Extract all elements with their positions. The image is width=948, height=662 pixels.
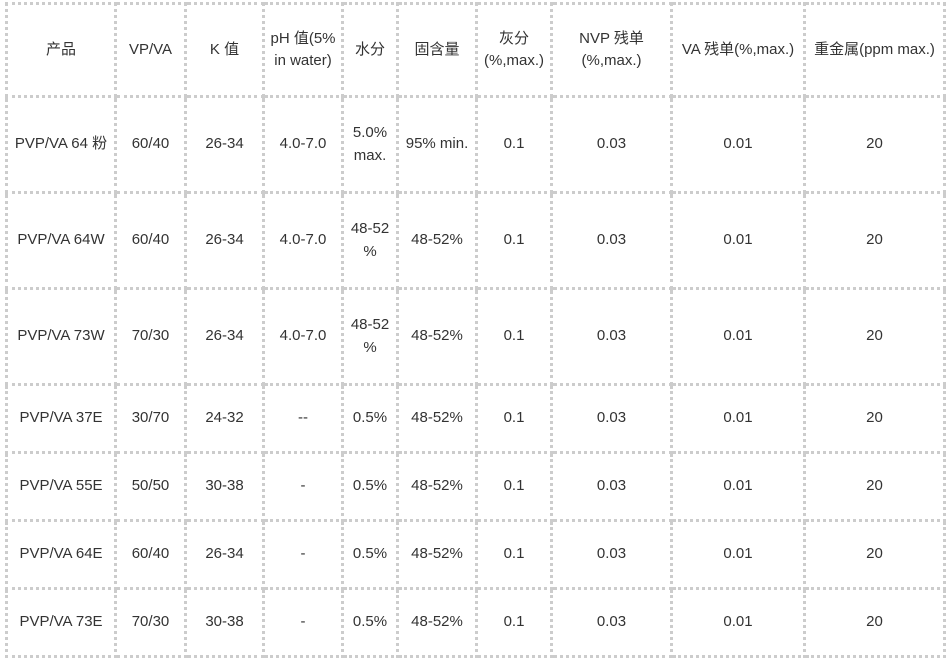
cell-ph: -- [262,383,344,454]
cell-ash: 0.1 [475,287,553,386]
cell-product: PVP/VA 73E [5,587,117,658]
cell-va-residual: 0.01 [670,383,806,454]
table-row: PVP/VA 37E 30/70 24-32 -- 0.5% 48-52% 0.1 0.03 0… [5,383,946,454]
table-row: PVP/VA 73W 70/30 26-34 4.0-7.0 48-52 % 48-52%… [5,287,946,386]
cell-solids: 48-52% [396,587,478,658]
cell-heavy-metals: 20 [803,95,946,194]
cell-moisture: 0.5% [341,451,399,522]
column-header-ph: pH 值(5% in water) [262,2,344,98]
cell-moisture: 48-52 % [341,191,399,290]
table-row: PVP/VA 64E 60/40 26-34-0.5% 48-52% 0.1 0.03 0.… [5,519,946,590]
table-row: PVP/VA 73E 70/30 30-38-0.5% 48-52% 0.1 0.03 0.… [5,587,946,658]
cell-vp-va: 60/40 [114,95,187,194]
product-spec-table: 产品 VP/VA K 值 pH 值(5% in water) 水分 固含量 灰分 (%,ma… [5,2,946,658]
cell-moisture: 0.5% [341,519,399,590]
cell-k-value: 26-34 [184,287,265,386]
cell-nvp-residual: 0.03 [550,383,673,454]
cell-solids: 48-52% [396,191,478,290]
cell-solids: 48-52% [396,287,478,386]
table-body: PVP/VA 64 粉 60/40 26-34 4.0-7.0 5.0% max. 95%… [5,95,946,658]
cell-solids: 48-52% [396,519,478,590]
cell-k-value: 26-34 [184,519,265,590]
cell-va-residual: 0.01 [670,287,806,386]
table-row: PVP/VA 64 粉 60/40 26-34 4.0-7.0 5.0% max. 95%… [5,95,946,194]
cell-va-residual: 0.01 [670,587,806,658]
cell-product: PVP/VA 55E [5,451,117,522]
cell-va-residual: 0.01 [670,519,806,590]
header-row: 产品 VP/VA K 值 pH 值(5% in water) 水分 固含量 灰分 (%,ma… [5,2,946,98]
cell-va-residual: 0.01 [670,95,806,194]
cell-moisture: 0.5% [341,383,399,454]
cell-ph: - [262,587,344,658]
cell-vp-va: 50/50 [114,451,187,522]
cell-vp-va: 30/70 [114,383,187,454]
table-header: 产品 VP/VA K 值 pH 值(5% in water) 水分 固含量 灰分 (%,ma… [5,2,946,98]
cell-k-value: 30-38 [184,451,265,522]
table-row: PVP/VA 64W 60/40 26-34 4.0-7.0 48-52 % 48-52%… [5,191,946,290]
column-header-heavy-metals: 重金属(ppm max.) [803,2,946,98]
cell-k-value: 26-34 [184,95,265,194]
cell-nvp-residual: 0.03 [550,587,673,658]
column-header-ash: 灰分 (%,max.) [475,2,553,98]
cell-va-residual: 0.01 [670,191,806,290]
cell-k-value: 24-32 [184,383,265,454]
column-header-vp-va: VP/VA [114,2,187,98]
cell-moisture: 48-52 % [341,287,399,386]
cell-product: PVP/VA 64W [5,191,117,290]
cell-nvp-residual: 0.03 [550,451,673,522]
cell-heavy-metals: 20 [803,451,946,522]
cell-ash: 0.1 [475,451,553,522]
cell-solids: 48-52% [396,383,478,454]
cell-moisture: 5.0% max. [341,95,399,194]
cell-ash: 0.1 [475,191,553,290]
cell-heavy-metals: 20 [803,587,946,658]
cell-ash: 0.1 [475,383,553,454]
column-header-solids: 固含量 [396,2,478,98]
cell-nvp-residual: 0.03 [550,519,673,590]
cell-ph: - [262,519,344,590]
cell-product: PVP/VA 73W [5,287,117,386]
cell-ph: - [262,451,344,522]
cell-nvp-residual: 0.03 [550,95,673,194]
cell-vp-va: 60/40 [114,519,187,590]
cell-solids: 95% min. [396,95,478,194]
cell-ash: 0.1 [475,95,553,194]
table-row: PVP/VA 55E 50/50 30-38-0.5% 48-52% 0.1 0.03 0.… [5,451,946,522]
cell-heavy-metals: 20 [803,383,946,454]
cell-product: PVP/VA 64 粉 [5,95,117,194]
column-header-k-value: K 值 [184,2,265,98]
cell-product: PVP/VA 64E [5,519,117,590]
cell-ash: 0.1 [475,587,553,658]
cell-heavy-metals: 20 [803,519,946,590]
cell-heavy-metals: 20 [803,191,946,290]
cell-k-value: 30-38 [184,587,265,658]
column-header-va-residual: VA 残单(%,max.) [670,2,806,98]
cell-ph: 4.0-7.0 [262,95,344,194]
cell-vp-va: 70/30 [114,287,187,386]
cell-k-value: 26-34 [184,191,265,290]
cell-heavy-metals: 20 [803,287,946,386]
cell-product: PVP/VA 37E [5,383,117,454]
cell-nvp-residual: 0.03 [550,287,673,386]
column-header-nvp-residual: NVP 残单 (%,max.) [550,2,673,98]
cell-vp-va: 70/30 [114,587,187,658]
cell-solids: 48-52% [396,451,478,522]
cell-va-residual: 0.01 [670,451,806,522]
cell-moisture: 0.5% [341,587,399,658]
cell-nvp-residual: 0.03 [550,191,673,290]
cell-ph: 4.0-7.0 [262,287,344,386]
column-header-product: 产品 [5,2,117,98]
column-header-moisture: 水分 [341,2,399,98]
cell-vp-va: 60/40 [114,191,187,290]
cell-ph: 4.0-7.0 [262,191,344,290]
cell-ash: 0.1 [475,519,553,590]
